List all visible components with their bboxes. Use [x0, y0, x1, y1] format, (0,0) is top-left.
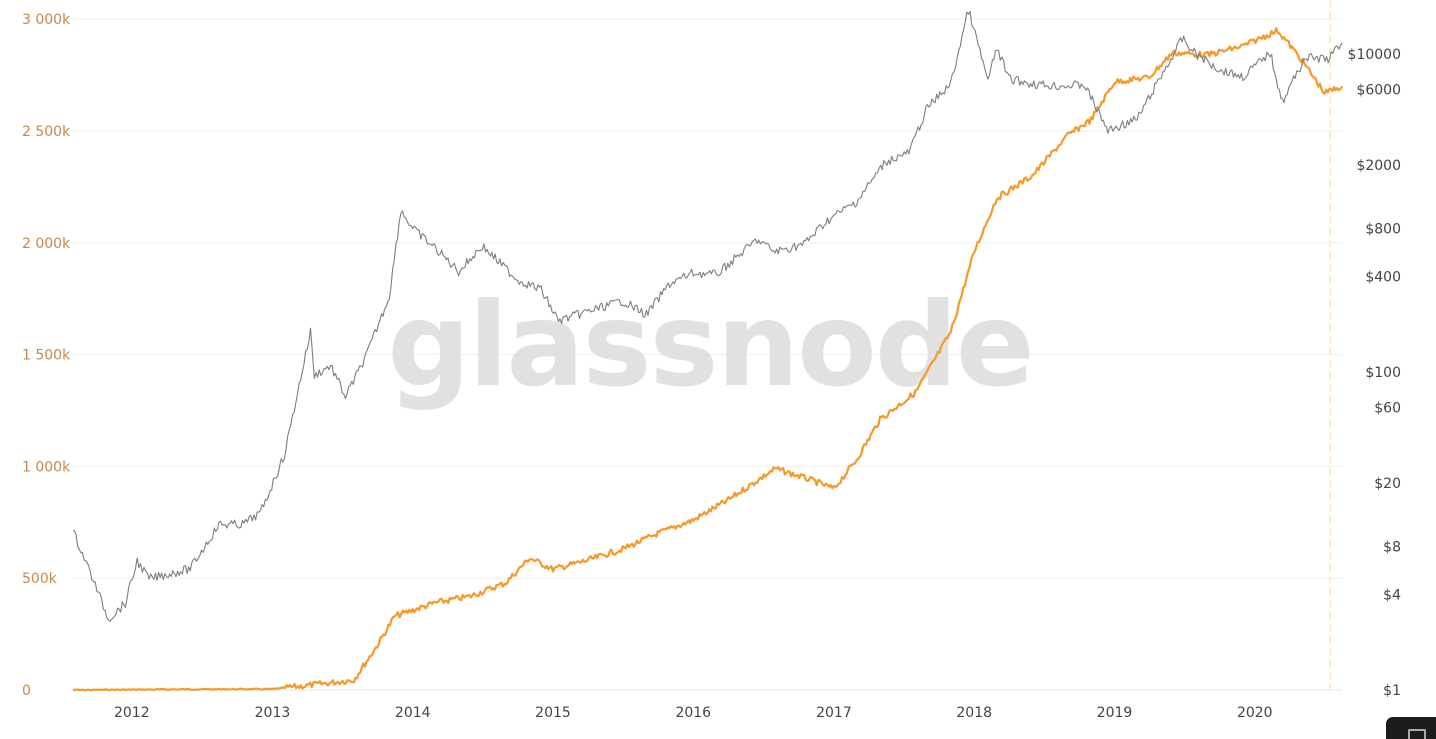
x-tick-label: 2016	[675, 705, 711, 721]
expand-button[interactable]	[1386, 717, 1436, 739]
right-tick-label: $6000	[1356, 82, 1401, 98]
left-tick-label: 1 500k	[22, 348, 71, 364]
left-tick-label: 2 500k	[22, 124, 71, 140]
left-axis-ticks: 0 500k 1 000k 1 500k 2 000k 2 500k 3 000k	[22, 12, 71, 699]
x-tick-label: 2014	[395, 705, 431, 721]
right-tick-label: $10000	[1348, 47, 1401, 63]
left-tick-label: 1 000k	[22, 459, 71, 475]
right-tick-label: $800	[1365, 221, 1401, 237]
watermark: glassnode	[387, 278, 1032, 413]
x-tick-label: 2013	[255, 705, 291, 721]
right-tick-label: $400	[1365, 269, 1401, 285]
x-tick-label: 2017	[816, 705, 852, 721]
x-tick-label: 2019	[1097, 705, 1133, 721]
orange-series-line	[72, 27, 1343, 692]
right-tick-label: $60	[1374, 400, 1401, 416]
left-tick-label: 3 000k	[22, 12, 71, 28]
right-tick-label: $100	[1365, 365, 1401, 381]
right-axis-ticks: $1 $4 $8 $20 $60 $100 $400 $800 $2000 $6000 $10000	[1348, 47, 1402, 699]
right-tick-label: $8	[1383, 539, 1401, 555]
x-tick-label: 2018	[956, 705, 992, 721]
series-layer	[72, 10, 1343, 692]
grid-lines	[73, 18, 1342, 691]
right-tick-label: $2000	[1356, 158, 1401, 174]
x-tick-label: 2015	[535, 705, 571, 721]
left-tick-label: 2 000k	[22, 236, 71, 252]
x-tick-label: 2020	[1237, 705, 1273, 721]
right-tick-label: $20	[1374, 476, 1401, 492]
right-tick-label: $4	[1383, 587, 1401, 603]
right-tick-label: $1	[1383, 683, 1401, 699]
left-tick-label: 0	[22, 683, 31, 699]
x-tick-label: 2012	[114, 705, 150, 721]
expand-icon	[1408, 729, 1426, 739]
x-axis-ticks: 2012 2013 2014 2015 2016 2017 2018 2019 2020	[114, 705, 1273, 721]
price-series-line	[72, 10, 1343, 622]
left-tick-label: 500k	[22, 571, 58, 587]
